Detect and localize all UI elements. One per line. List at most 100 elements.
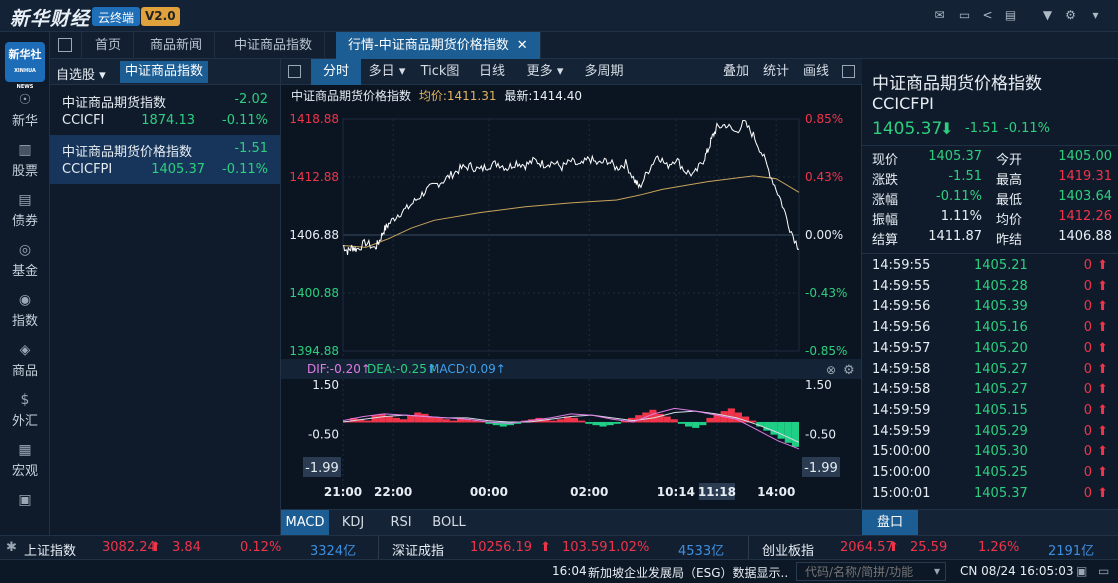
market-name[interactable]: 上证指数 [24, 544, 77, 559]
sidebar-item[interactable]: ▦ 宏观 [0, 442, 50, 479]
tick-price: 1405.16 [974, 320, 1028, 336]
tab-order-book[interactable]: 盘口 [862, 510, 918, 536]
tick-row: 15:00:00 1405.25 0 ⬆ [862, 465, 1118, 485]
market-name[interactable]: 深证成指 [392, 544, 445, 559]
btn-stats[interactable]: 统计 [762, 64, 789, 79]
gear-icon[interactable]: ⚙ [843, 363, 855, 378]
macd-bar [542, 419, 550, 423]
search-dropdown-icon[interactable]: ▾ [934, 564, 941, 578]
macd-bar [435, 417, 443, 423]
share-icon[interactable]: < [982, 8, 993, 22]
tick-price: 1405.39 [974, 299, 1028, 315]
message-icon[interactable]: ▭ [958, 8, 971, 22]
arrow-up-icon: ⬆ [1097, 258, 1108, 273]
chart-header: 中证商品期货价格指数 均价:1411.31 最新:1414.40 [291, 87, 582, 104]
sidebar-icon: ◈ [19, 342, 31, 358]
arrow-up-icon: ⬆ [1097, 382, 1108, 398]
xinhua-logo[interactable]: 新华社 XINHUA NEWS [5, 42, 45, 90]
chart-toolbar: 分时 多日 ▾ Tick图 日线 更多 ▾ 多周期 叠加 统计 画线 [281, 59, 863, 85]
panel-toggle-right-icon[interactable] [839, 59, 857, 85]
more-icon[interactable]: ▾ [1092, 8, 1099, 22]
btn-intraday[interactable]: 分时 [311, 59, 361, 85]
tab-quote-active[interactable]: 行情-中证商品期货价格指数 ✕ [336, 32, 541, 59]
news-ticker[interactable]: 新加坡企业发展局（ESG）数据显示... [588, 566, 788, 580]
btn-multiperiod[interactable]: 多周期 [584, 64, 624, 79]
close-icon[interactable]: ✕ [516, 38, 528, 53]
quote-value: 1419.31 [1058, 169, 1112, 184]
btn-more[interactable]: 更多 ▾ [519, 59, 571, 85]
arrow-up-icon: ⬆ [1097, 402, 1108, 418]
market-value: 3082.24 [102, 540, 156, 555]
indicator-rsi[interactable]: RSI [390, 515, 412, 530]
btn-multiday[interactable]: 多日 ▾ [363, 59, 411, 85]
macd-bar [635, 415, 643, 423]
macd-bar [670, 419, 678, 423]
intraday-chart[interactable]: 1418.88 0.85% 1412.88 0.43% 1406.88 0.00% 1400… [281, 59, 861, 509]
btn-tick[interactable]: Tick图 [420, 64, 460, 79]
watchlist-row[interactable]: 中证商品期货指数 -2.02 CCICFI 1874.13 -0.11% [50, 88, 280, 134]
sidebar-item[interactable]: ☉ 新华 [0, 92, 50, 129]
macd-bar [421, 413, 429, 423]
btn-overlay[interactable]: 叠加 [722, 64, 749, 79]
tick-time: 15:00:00 [872, 444, 931, 460]
indicator-boll[interactable]: BOLL [432, 515, 466, 530]
message-icon[interactable]: ▭ [1098, 564, 1110, 578]
layout-toggle-icon[interactable] [50, 32, 82, 59]
macd-bar [499, 421, 507, 427]
macd-bar [706, 417, 714, 423]
sidebar-item[interactable]: ◉ 指数 [0, 292, 50, 329]
watchlist-selector[interactable]: 自选股 ▾ [56, 64, 106, 83]
watchlist-row-selected[interactable]: 中证商品期货价格指数 -1.51 CCICFPI 1405.37 -0.11% [50, 135, 280, 184]
tab-commodity-news[interactable]: 商品新闻 [138, 32, 216, 59]
time-tick-label: 21:00 [324, 485, 362, 499]
macd-bar [713, 413, 721, 423]
macd-dif-label: DIF:-0.20↑ [307, 362, 371, 376]
logo-line2: XINHUA NEWS [14, 68, 36, 90]
tick-volume: 0 [1083, 444, 1092, 460]
macd-bar [649, 409, 657, 423]
client-badge: 云终端 [92, 7, 141, 26]
tick-volume: 0 [1083, 278, 1092, 294]
arrow-up-icon: ⬆ [1097, 278, 1108, 294]
pin-icon[interactable]: ✱ [6, 540, 17, 555]
quote-value: -0.11% [936, 189, 982, 204]
tab-home[interactable]: 首页 [83, 32, 135, 59]
download-icon[interactable]: ▣ [1076, 564, 1088, 578]
btn-daily[interactable]: 日线 [478, 64, 505, 79]
document-icon[interactable]: ▤ [1004, 8, 1017, 22]
tick-volume: 0 [1083, 402, 1092, 418]
time-tick-label: 22:00 [374, 485, 412, 499]
macd-bar [457, 417, 465, 423]
tick-volume: 0 [1083, 423, 1092, 439]
watchlist-group[interactable]: 中证商品指数 [120, 61, 209, 83]
market-name[interactable]: 创业板指 [762, 544, 815, 559]
quote-label: 最高 [996, 173, 1023, 188]
quote-value: 1.11% [940, 209, 982, 224]
panel-toggle-icon[interactable] [285, 59, 303, 85]
indicator-macd[interactable]: MACD [281, 510, 329, 536]
mail-icon[interactable]: ✉ [934, 8, 945, 22]
sidebar-item[interactable]: ◎ 基金 [0, 242, 50, 279]
sidebar-item[interactable]: ▣ [0, 492, 50, 510]
btn-draw[interactable]: 画线 [802, 64, 829, 79]
quote-label: 结算 [872, 233, 899, 248]
sidebar-item[interactable]: $ 外汇 [0, 392, 50, 429]
sidebar-item[interactable]: ◈ 商品 [0, 342, 50, 379]
tick-time: 14:59:59 [872, 402, 931, 418]
quote-label: 现价 [872, 153, 899, 168]
tick-time: 14:59:57 [872, 340, 931, 356]
quote-label: 最低 [996, 193, 1023, 208]
sidebar-item[interactable]: ▤ 债券 [0, 192, 50, 229]
indicator-kdj[interactable]: KDJ [341, 515, 365, 530]
macd-bar [677, 421, 685, 424]
gear-icon[interactable]: ⚙ [1065, 8, 1076, 22]
sidebar-icon: ▦ [18, 442, 32, 458]
search-input[interactable] [796, 562, 946, 581]
close-icon[interactable]: ⊗ [826, 363, 836, 377]
news-time: 16:04 [552, 564, 587, 578]
sidebar-icon: $ [20, 392, 30, 408]
shirt-icon[interactable]: ▼ [1042, 8, 1053, 22]
market-amount: 4533亿 [678, 544, 725, 559]
sidebar-item[interactable]: ▥ 股票 [0, 142, 50, 179]
tab-csi-commodity-index[interactable]: 中证商品指数 [222, 32, 326, 59]
